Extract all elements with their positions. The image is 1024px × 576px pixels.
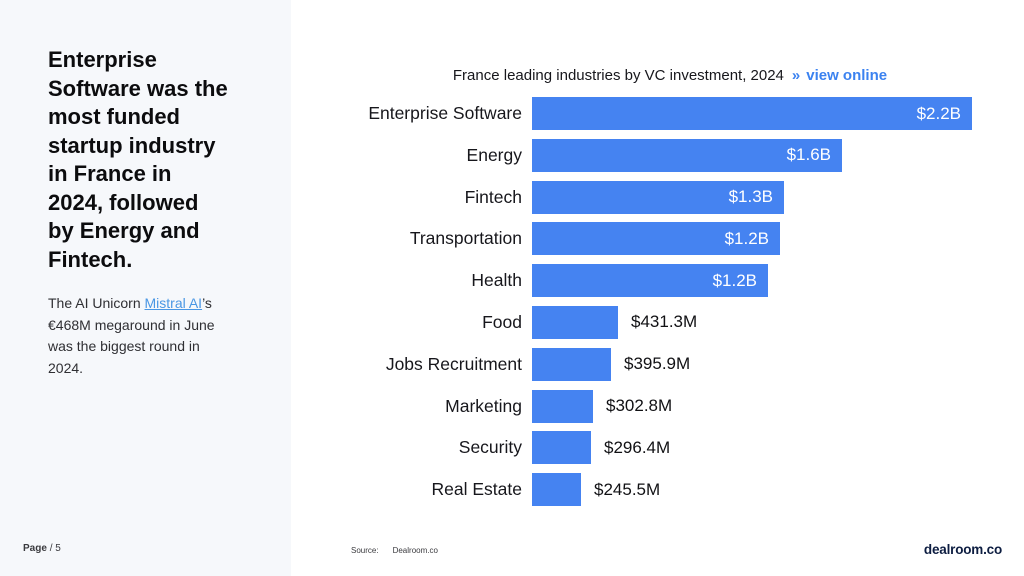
view-online-label: view online bbox=[806, 67, 888, 84]
chart-row: Health $1.2B bbox=[330, 264, 1020, 298]
page-value: / 5 bbox=[49, 543, 61, 554]
value-label: $431.3M bbox=[631, 312, 698, 332]
source-line: Source: Dealroom.co bbox=[351, 546, 438, 555]
bar: $2.2B bbox=[532, 97, 972, 130]
slide-note: The AI Unicorn Mistral AI’s €468M megaro… bbox=[48, 293, 234, 379]
value-label: $1.3B bbox=[728, 187, 773, 207]
note-suffix: ’s €468M megaround in June was the bigge… bbox=[48, 295, 215, 376]
bar-track: $431.3M bbox=[532, 305, 1020, 339]
bar: $1.2B bbox=[532, 264, 768, 298]
source-label: Source: bbox=[351, 546, 379, 555]
value-label: $395.9M bbox=[624, 354, 691, 374]
bar bbox=[532, 305, 618, 339]
category-label: Energy bbox=[466, 144, 522, 165]
chart-row: Enterprise Software $2.2B bbox=[330, 97, 1020, 130]
bar-track: $1.2B bbox=[532, 264, 1020, 298]
category-label: Food bbox=[482, 311, 522, 332]
bar-track: $1.6B bbox=[532, 138, 1020, 172]
bar bbox=[532, 389, 593, 423]
value-label: $1.2B bbox=[724, 228, 769, 248]
category-label: Fintech bbox=[464, 186, 522, 207]
value-label: $302.8M bbox=[606, 396, 673, 416]
chart-header: France leading industries by VC investme… bbox=[330, 67, 1010, 84]
mistral-ai-link[interactable]: Mistral AI bbox=[144, 295, 203, 311]
note-prefix: The AI Unicorn bbox=[48, 295, 145, 311]
category-label: Marketing bbox=[445, 395, 522, 416]
value-label: $1.6B bbox=[786, 145, 831, 165]
bar-track: $395.9M bbox=[532, 347, 1020, 381]
category-label: Security bbox=[458, 437, 522, 458]
bar: $1.6B bbox=[532, 138, 842, 172]
bar-track: $1.3B bbox=[532, 180, 1020, 214]
value-label: $1.2B bbox=[712, 270, 757, 290]
chart-row: Real Estate $245.5M bbox=[330, 473, 1020, 507]
bar: $1.2B bbox=[532, 222, 780, 256]
bar bbox=[532, 347, 611, 381]
bar: $1.3B bbox=[532, 180, 784, 214]
chart-row: Food $431.3M bbox=[330, 305, 1020, 339]
chart-row: Fintech $1.3B bbox=[330, 180, 1020, 214]
source-value: Dealroom.co bbox=[392, 546, 438, 555]
category-label: Health bbox=[471, 270, 522, 291]
chart-row: Transportation $1.2B bbox=[330, 222, 1020, 256]
bar-chart: Enterprise Software $2.2B Energy $1.6B Finte… bbox=[330, 97, 1020, 515]
chart-row: Marketing $302.8M bbox=[330, 389, 1020, 423]
category-label: Transportation bbox=[409, 228, 522, 249]
dealroom-logo: dealroom.co bbox=[923, 542, 1002, 557]
bar-track: $296.4M bbox=[532, 431, 1020, 465]
page-label: Page bbox=[23, 543, 47, 554]
category-label: Real Estate bbox=[431, 479, 522, 500]
view-online-link[interactable]: » view online bbox=[792, 67, 887, 84]
chart-title: France leading industries by VC investme… bbox=[452, 67, 784, 84]
chart-row: Security $296.4M bbox=[330, 431, 1020, 465]
bar-track: $302.8M bbox=[532, 389, 1020, 423]
page-number: Page / 5 bbox=[23, 543, 61, 554]
double-chevron-right-icon: » bbox=[791, 67, 801, 84]
bar bbox=[532, 473, 581, 507]
bar bbox=[532, 431, 591, 465]
chart-row: Jobs Recruitment $395.9M bbox=[330, 347, 1020, 381]
bar-track: $2.2B bbox=[532, 97, 1020, 130]
category-label: Jobs Recruitment bbox=[385, 353, 522, 374]
sidebar: Enterprise Software was the most funded … bbox=[0, 0, 291, 576]
value-label: $2.2B bbox=[916, 103, 961, 123]
chart-row: Energy $1.6B bbox=[330, 138, 1020, 172]
slide-heading: Enterprise Software was the most funded … bbox=[48, 47, 228, 272]
category-label: Enterprise Software bbox=[368, 103, 522, 123]
value-label: $245.5M bbox=[594, 479, 661, 499]
bar-track: $245.5M bbox=[532, 473, 1020, 507]
value-label: $296.4M bbox=[604, 437, 671, 457]
bar-track: $1.2B bbox=[532, 222, 1020, 256]
